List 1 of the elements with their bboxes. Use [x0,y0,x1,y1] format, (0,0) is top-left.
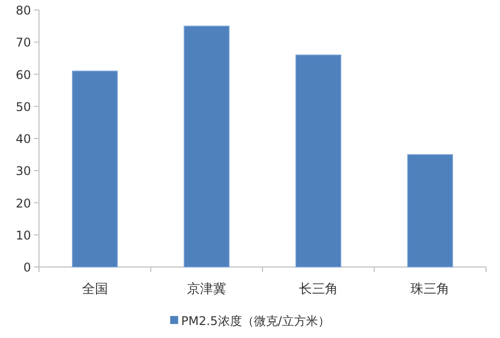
legend: PM2.5浓度（微克/立方米） [170,314,330,328]
